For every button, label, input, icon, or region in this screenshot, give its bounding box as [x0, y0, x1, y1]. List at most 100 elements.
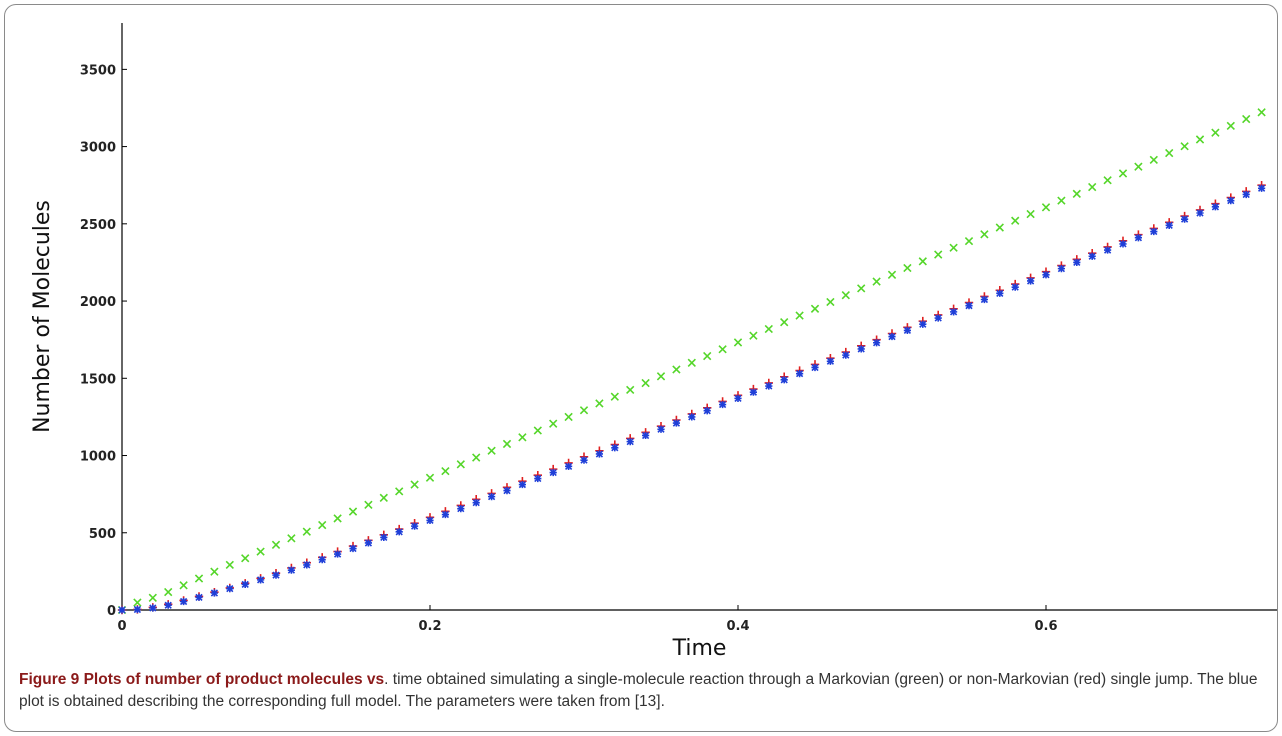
data-point: [502, 439, 512, 449]
data-point: [934, 250, 943, 259]
data-point: [980, 230, 989, 239]
y-tick-label: 1500: [80, 372, 116, 387]
data-point: [534, 474, 542, 483]
data-point: [256, 576, 265, 584]
data-point: [380, 533, 388, 542]
data-point: [456, 460, 465, 469]
data-point: [579, 406, 589, 415]
data-point: [179, 581, 188, 590]
data-point: [426, 516, 434, 525]
data-point: [733, 338, 743, 347]
axes: [121, 23, 1277, 611]
data-point: [148, 593, 157, 602]
y-tick-label: 0: [107, 604, 116, 619]
data-point: [1149, 155, 1158, 165]
data-point: [826, 297, 835, 307]
data-point: [595, 399, 604, 408]
data-point: [1057, 196, 1066, 205]
data-point: [718, 345, 727, 354]
x-tick-label: 0.6: [1034, 619, 1057, 634]
data-point: [1150, 227, 1158, 236]
data-point: [225, 560, 234, 570]
data-point: [318, 556, 326, 564]
data-point: [857, 345, 865, 353]
tick-group: 0 500 1000 1500 2000 2500 3000 3500 0 0.2 0.4 0.6: [80, 63, 1058, 634]
data-point: [626, 437, 634, 446]
data-point: [1211, 128, 1220, 137]
data-point: [195, 593, 203, 601]
data-point: [226, 585, 234, 593]
data-point: [872, 277, 881, 286]
data-point: [656, 372, 666, 381]
data-point: [441, 510, 450, 519]
caption-text: . time obtained simulating a single-mole…: [19, 671, 1258, 710]
data-point: [1165, 221, 1173, 229]
figure-panel: 0 500 1000 1500 2000 2500 3000 3500 0 0.2 0.4 0.6 T…: [4, 4, 1278, 732]
data-point: [780, 376, 788, 384]
data-point: [1226, 121, 1235, 131]
data-point: [903, 263, 912, 273]
y-tick-label: 1000: [80, 450, 116, 465]
data-point: [133, 598, 142, 607]
data-point: [179, 597, 188, 606]
data-point: [795, 311, 804, 320]
data-point: [641, 378, 650, 388]
data-point: [1011, 283, 1019, 291]
data-point: [996, 289, 1004, 297]
caption-lead: Figure 9 Plots of number of product mole…: [19, 671, 385, 688]
data-point: [995, 223, 1004, 232]
data-point: [503, 486, 511, 495]
data-point: [1180, 142, 1189, 151]
data-point: [425, 473, 435, 482]
data-point: [287, 566, 296, 574]
data-point: [765, 382, 773, 390]
data-point: [949, 308, 958, 316]
data-point: [318, 520, 327, 530]
data-point: [564, 412, 573, 422]
data-point: [764, 324, 773, 334]
data-point: [718, 400, 727, 409]
x-axis-title: Time: [672, 636, 727, 661]
data-point: [965, 302, 973, 310]
data-point: [241, 554, 250, 563]
data-point: [580, 456, 588, 464]
y-tick-label: 3000: [80, 141, 116, 156]
data-point: [611, 444, 619, 452]
data-point: [703, 407, 711, 415]
data-point: [887, 270, 897, 279]
data-point: [564, 462, 573, 470]
series-asterisk: [118, 184, 1266, 614]
data-point: [395, 528, 403, 536]
data-point: [164, 587, 173, 597]
data-point: [749, 388, 758, 396]
data-point: [641, 431, 650, 440]
data-point: [1073, 258, 1081, 267]
data-point: [457, 505, 465, 513]
data-point: [210, 567, 219, 576]
data-point: [595, 450, 604, 458]
data-point: [271, 540, 281, 549]
data-point: [487, 492, 496, 501]
data-point: [949, 243, 958, 252]
x-tick-label: 0.4: [726, 619, 749, 634]
data-point: [1026, 277, 1035, 285]
data-point: [133, 605, 142, 614]
series-x: [117, 108, 1266, 615]
data-point: [1242, 190, 1250, 199]
data-point: [734, 394, 742, 402]
data-point: [919, 320, 927, 328]
y-tick-label: 2000: [80, 295, 116, 310]
data-point: [687, 358, 696, 368]
data-point: [1134, 234, 1143, 242]
data-point: [1011, 216, 1020, 225]
data-point: [1211, 203, 1220, 211]
data-point: [810, 304, 820, 313]
data-point: [118, 606, 126, 614]
data-point: [441, 466, 450, 476]
data-point: [1134, 162, 1143, 171]
data-point: [1103, 246, 1112, 254]
y-tick-label: 500: [89, 527, 116, 542]
series-+: [117, 180, 1266, 615]
data-point: [1257, 184, 1266, 192]
data-point: [811, 363, 819, 372]
